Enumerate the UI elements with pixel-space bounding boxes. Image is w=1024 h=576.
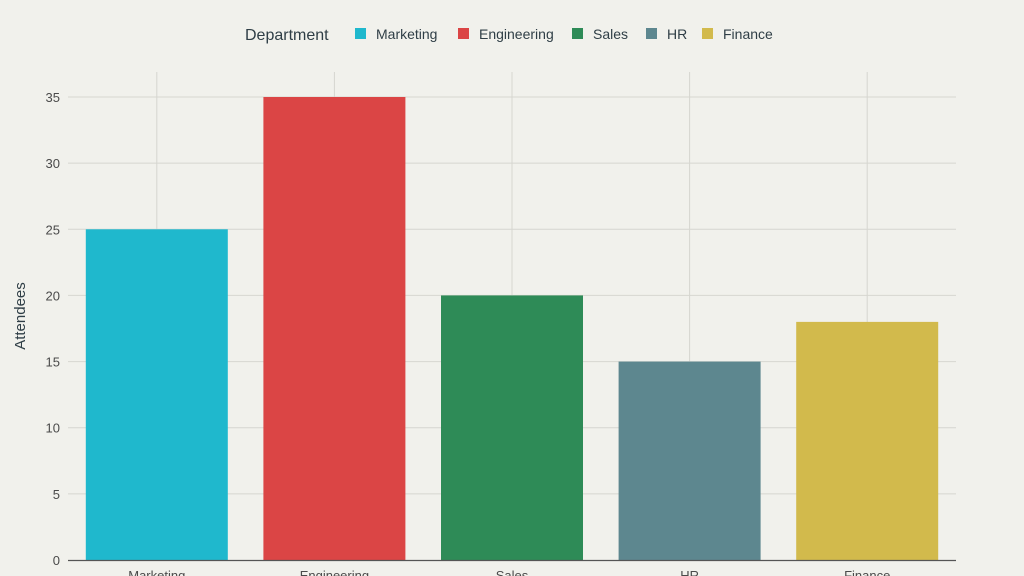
legend-label-hr: HR — [667, 26, 687, 42]
legend-swatch-engineering — [458, 28, 469, 39]
y-tick-label-30: 30 — [46, 156, 60, 171]
legend-item-hr[interactable]: HR — [646, 26, 687, 42]
bar-marketing[interactable] — [85, 229, 228, 561]
legend-label-marketing: Marketing — [376, 26, 437, 42]
legend-item-marketing[interactable]: Marketing — [355, 26, 437, 42]
y-axis-title: Attendees — [12, 282, 29, 350]
legend-label-engineering: Engineering — [479, 26, 554, 42]
y-tick-label-35: 35 — [46, 90, 60, 105]
legend-swatch-finance — [702, 28, 713, 39]
bar-finance[interactable] — [796, 321, 939, 560]
legend-label-finance: Finance — [723, 26, 773, 42]
bars — [85, 97, 939, 561]
legend-item-finance[interactable]: Finance — [702, 26, 773, 42]
y-tick-label-10: 10 — [46, 421, 60, 436]
x-tick-label-sales: Sales — [496, 568, 529, 576]
legend-swatch-hr — [646, 28, 657, 39]
legend-swatch-marketing — [355, 28, 366, 39]
x-tick-label-marketing: Marketing — [128, 568, 185, 576]
x-tick-label-finance: Finance — [844, 568, 890, 576]
x-tick-label-engineering: Engineering — [300, 568, 369, 576]
bar-sales[interactable] — [441, 295, 583, 560]
y-axis-ticks: 0 5 10 15 20 25 30 35 — [46, 90, 60, 568]
bar-hr[interactable] — [618, 361, 761, 560]
legend-item-sales[interactable]: Sales — [572, 26, 628, 42]
legend-title: Department — [245, 27, 329, 44]
x-tick-label-hr: HR — [680, 568, 699, 576]
legend-label-sales: Sales — [593, 26, 628, 42]
legend: Department Marketing Engineering Sales HR Fi… — [245, 26, 773, 44]
y-tick-label-15: 15 — [46, 355, 60, 370]
legend-item-engineering[interactable]: Engineering — [458, 26, 554, 42]
legend-swatch-sales — [572, 28, 583, 39]
x-axis-labels: Marketing Engineering Sales HR Finance — [128, 568, 890, 576]
y-tick-label-25: 25 — [46, 222, 60, 237]
bar-engineering[interactable] — [263, 97, 406, 560]
y-tick-label-5: 5 — [53, 487, 60, 502]
y-tick-label-20: 20 — [46, 288, 60, 303]
y-tick-label-0: 0 — [53, 553, 60, 568]
